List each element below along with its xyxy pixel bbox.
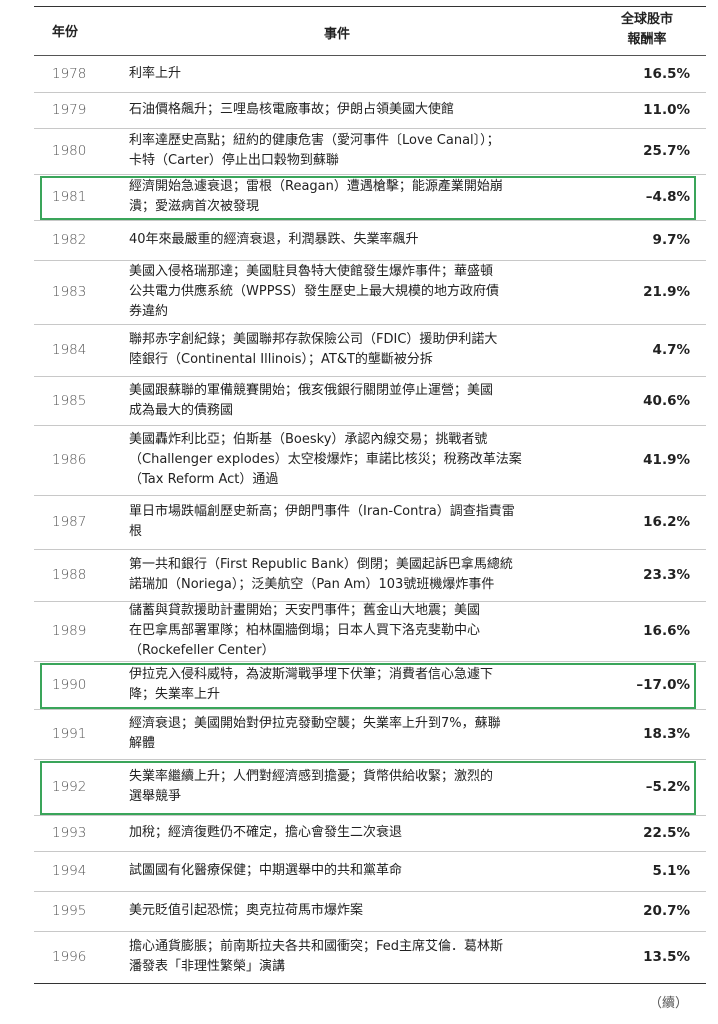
row-return: 40.6%: [643, 392, 690, 409]
highlight-box: [40, 663, 696, 709]
row-event: 擔心通貨膨脹；前南斯拉夫各共和國衝突；Fed主席艾倫．葛林斯 潘發表「非理性繁榮…: [129, 939, 504, 974]
row-event: 美元貶值引起恐慌；奧克拉荷馬市爆炸案: [129, 903, 364, 918]
highlight-box: [40, 761, 696, 815]
table-row: 1979 石油價格飆升；三哩島核電廠事故；伊朗占領美國大使館 11.0%: [34, 92, 706, 129]
table-row: 1987 單日市場跌幅創歷史新高；伊朗門事件（Iran-Contra）調查指責雷 …: [34, 495, 706, 550]
table-row: 1992 失業率繼續上升；人們對經濟感到擔憂；貨幣供給收緊；激烈的 選舉競爭 –5.…: [34, 759, 706, 816]
row-year: 1985: [52, 392, 87, 409]
table-row: 1982 40年來最嚴重的經濟衰退，利潤暴跌、失業率飆升 9.7%: [34, 220, 706, 261]
row-return: 13.5%: [643, 949, 690, 965]
row-year: 1984: [52, 342, 87, 358]
row-event: 經濟衰退；美國開始對伊拉克發動空襲；失業率上升到7%，蘇聯 解體: [129, 716, 501, 751]
table-row: 1986 美國轟炸利比亞；伯斯基（Boesky）承認內線交易；挑戰者號 （Chal…: [34, 425, 706, 496]
row-return: 16.2%: [643, 514, 690, 530]
row-event: 美國跟蘇聯的軍備競賽開始；俄亥俄銀行關閉並停止運營；美國 成為最大的債務國: [129, 382, 494, 418]
row-event: 美國入侵格瑞那達；美國駐貝魯特大使館發生爆炸事件；華盛頓 公共電力供應系統（WP…: [129, 264, 500, 319]
row-event: 40年來最嚴重的經濟衰退，利潤暴跌、失業率飆升: [129, 232, 419, 247]
table-row: 1988 第一共和銀行（First Republic Bank）倒閉；美國起訴巴拿…: [34, 549, 706, 602]
row-return: 11.0%: [643, 102, 690, 118]
row-return: –4.8%: [645, 189, 690, 205]
row-return: 16.5%: [643, 66, 690, 82]
row-return: 4.7%: [652, 342, 690, 358]
row-event: 失業率繼續上升；人們對經濟感到擔憂；貨幣供給收緊；激烈的 選舉競爭: [129, 769, 494, 804]
row-return: 9.7%: [652, 232, 690, 248]
row-return: 25.7%: [643, 143, 690, 159]
row-event: 石油價格飆升；三哩島核電廠事故；伊朗占領美國大使館: [129, 102, 455, 117]
column-header-return: 全球股市 報酬率: [602, 10, 692, 50]
row-year: 1987: [52, 514, 87, 530]
row-year: 1983: [52, 284, 87, 300]
table-row: 1978 利率上升 16.5%: [34, 56, 706, 93]
column-header-return-line1: 全球股市: [620, 12, 673, 27]
table-row: 1984 聯邦赤字創紀錄；美國聯邦存款保險公司（FDIC）援助伊利諾大 陸銀行（C…: [34, 324, 706, 377]
row-return: 16.6%: [643, 623, 690, 639]
row-year: 1990: [52, 677, 87, 693]
row-year: 1994: [52, 863, 87, 879]
row-year: 1988: [52, 567, 87, 583]
row-return: 22.5%: [643, 825, 690, 841]
row-year: 1995: [52, 903, 87, 919]
row-return: 20.7%: [643, 903, 690, 919]
row-event: 儲蓄與貸款援助計畫開始；天安門事件；舊金山大地震；美國 在巴拿馬部署軍隊；柏林圍…: [129, 603, 481, 658]
row-return: –17.0%: [636, 677, 690, 693]
row-year: 1991: [52, 726, 87, 742]
row-event: 利率上升: [129, 66, 182, 81]
table-row: 1995 美元貶值引起恐慌；奧克拉荷馬市爆炸案 20.7%: [34, 891, 706, 932]
row-event: 聯邦赤字創紀錄；美國聯邦存款保險公司（FDIC）援助伊利諾大 陸銀行（Conti…: [129, 332, 498, 367]
table-row: 1989 儲蓄與貸款援助計畫開始；天安門事件；舊金山大地震；美國 在巴拿馬部署軍隊…: [34, 601, 706, 662]
table-page: 年份 事件 全球股市 報酬率 1978 利率上升 16.5% 1979 石油價格飆升；三…: [34, 0, 706, 1024]
row-event: 美國轟炸利比亞；伯斯基（Boesky）承認內線交易；挑戰者號 （Challeng…: [129, 432, 522, 487]
row-return: 21.9%: [643, 284, 690, 300]
table-row: 1996 擔心通貨膨脹；前南斯拉夫各共和國衝突；Fed主席艾倫．葛林斯 潘發表「非…: [34, 931, 706, 983]
row-return: 18.3%: [643, 726, 690, 742]
row-event: 利率達歷史高點；紐約的健康危害（愛河事件〔Love Canal〕）； 卡特（Ca…: [129, 133, 500, 168]
row-event: 伊拉克入侵科威特，為波斯灣戰爭埋下伏筆；消費者信心急遽下 降；失業率上升: [129, 667, 494, 702]
row-return: 23.3%: [643, 567, 690, 583]
row-year: 1981: [52, 189, 87, 205]
row-event: 加稅；經濟復甦仍不確定，擔心會發生二次衰退: [129, 825, 403, 840]
table-row: 1980 利率達歷史高點；紐約的健康危害（愛河事件〔Love Canal〕）； 卡…: [34, 128, 706, 175]
table-row: 1990 伊拉克入侵科威特，為波斯灣戰爭埋下伏筆；消費者信心急遽下 降；失業率上升…: [34, 661, 706, 710]
table-row: 1991 經濟衰退；美國開始對伊拉克發動空襲；失業率上升到7%，蘇聯 解體 18.3…: [34, 709, 706, 760]
table-row: 1993 加稅；經濟復甦仍不確定，擔心會發生二次衰退 22.5%: [34, 815, 706, 852]
table-bottom-rule: [34, 983, 706, 984]
table-top-rule: [34, 6, 706, 7]
row-event: 單日市場跌幅創歷史新高；伊朗門事件（Iran-Contra）調查指責雷 根: [129, 504, 515, 539]
row-year: 1986: [52, 452, 87, 468]
table-row: 1981 經濟開始急遽衰退；雷根（Reagan）遭遇槍擊；能源產業開始崩 潰；愛滋…: [34, 174, 706, 221]
table-row: 1994 試圖國有化醫療保健；中期選舉中的共和黨革命 5.1%: [34, 851, 706, 892]
row-year: 1980: [52, 143, 87, 159]
column-header-event: 事件: [324, 27, 351, 42]
row-return: 5.1%: [652, 863, 690, 879]
row-year: 1989: [52, 623, 87, 639]
row-event: 經濟開始急遽衰退；雷根（Reagan）遭遇槍擊；能源產業開始崩 潰；愛滋病首次被…: [129, 179, 503, 214]
row-return: –5.2%: [645, 779, 690, 795]
row-year: 1979: [52, 102, 87, 118]
row-year: 1982: [52, 232, 87, 248]
continued-note: （續）: [648, 996, 688, 1011]
row-year: 1993: [52, 825, 87, 841]
row-year: 1996: [52, 949, 87, 965]
table-row: 1983 美國入侵格瑞那達；美國駐貝魯特大使館發生爆炸事件；華盛頓 公共電力供應系…: [34, 260, 706, 325]
highlight-box: [40, 176, 696, 220]
row-event: 第一共和銀行（First Republic Bank）倒閉；美國起訴巴拿馬總統 …: [129, 557, 513, 592]
column-header-return-line2: 報酬率: [627, 32, 667, 47]
row-event: 試圖國有化醫療保健；中期選舉中的共和黨革命: [129, 863, 403, 878]
table-row: 1985 美國跟蘇聯的軍備競賽開始；俄亥俄銀行關閉並停止運營；美國 成為最大的債務…: [34, 376, 706, 426]
table-header-rule: [34, 55, 706, 56]
column-header-year: 年份: [52, 25, 79, 40]
row-year: 1978: [52, 66, 87, 82]
row-year: 1992: [52, 779, 87, 795]
row-return: 41.9%: [643, 452, 690, 468]
